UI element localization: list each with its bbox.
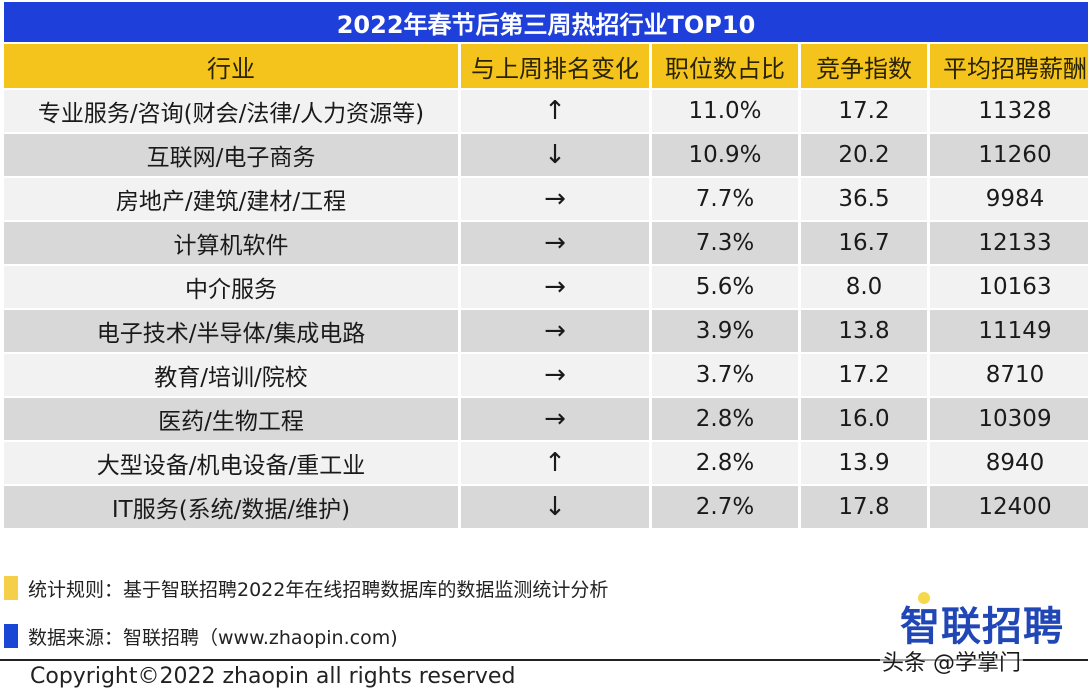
avg-salary-cell: 11149 [930,310,1088,352]
avg-salary-cell: 8940 [930,442,1088,484]
competition-index-cell: 13.8 [801,310,927,352]
table-row: 医药/生物工程 → 2.8% 16.0 10309 [4,396,1088,440]
competition-index-cell: 20.2 [801,134,927,176]
job-share-cell: 7.3% [652,222,798,264]
competition-index-cell: 16.0 [801,398,927,440]
job-share-cell: 5.6% [652,266,798,308]
logo-dot-icon [918,592,930,604]
arrow-right-icon: → [461,222,649,264]
table-row: 计算机软件 → 7.3% 16.7 12133 [4,220,1088,264]
job-share-cell: 2.7% [652,486,798,528]
industry-cell: IT服务(系统/数据/维护) [4,486,458,528]
note-rule: 统计规则：基于智联招聘2022年在线招聘数据库的数据监测统计分析 [4,570,608,606]
blue-square-icon [4,624,18,648]
job-share-cell: 10.9% [652,134,798,176]
note-source-text: 数据来源：智联招聘（www.zhaopin.com) [28,626,398,649]
industry-cell: 计算机软件 [4,222,458,264]
arrow-down-icon: ↓ [461,486,649,528]
avg-salary-cell: 10163 [930,266,1088,308]
header-competition-index: 竞争指数 [801,44,927,88]
table-title: 2022年春节后第三周热招行业TOP10 [4,2,1088,42]
arrow-up-icon: ↑ [461,90,649,132]
arrow-right-icon: → [461,398,649,440]
table-row: 中介服务 → 5.6% 8.0 10163 [4,264,1088,308]
competition-index-cell: 16.7 [801,222,927,264]
header-industry: 行业 [4,44,458,88]
avg-salary-cell: 9984 [930,178,1088,220]
table-row: 电子技术/半导体/集成电路 → 3.9% 13.8 11149 [4,308,1088,352]
job-share-cell: 3.7% [652,354,798,396]
zhaopin-logo: 智联招聘 [900,592,1064,652]
competition-index-cell: 13.9 [801,442,927,484]
arrow-right-icon: → [461,266,649,308]
competition-index-cell: 8.0 [801,266,927,308]
table-row: 大型设备/机电设备/重工业 ↑ 2.8% 13.9 8940 [4,440,1088,484]
header-rank-change: 与上周排名变化 [461,44,649,88]
table-row: 教育/培训/院校 → 3.7% 17.2 8710 [4,352,1088,396]
logo-text: 智联招聘 [900,604,1064,650]
note-source: 数据来源：智联招聘（www.zhaopin.com) [4,618,608,654]
watermark: 头条 @学掌门 [880,645,1023,677]
arrow-down-icon: ↓ [461,134,649,176]
industry-cell: 教育/培训/院校 [4,354,458,396]
note-rule-text: 统计规则：基于智联招聘2022年在线招聘数据库的数据监测统计分析 [28,578,609,601]
industry-cell: 电子技术/半导体/集成电路 [4,310,458,352]
competition-index-cell: 17.8 [801,486,927,528]
table-row: 房地产/建筑/建材/工程 → 7.7% 36.5 9984 [4,176,1088,220]
industry-cell: 中介服务 [4,266,458,308]
avg-salary-cell: 10309 [930,398,1088,440]
ranking-table: 行业 与上周排名变化 职位数占比 竞争指数 平均招聘薪酬 专业服务/咨询(财会/… [4,44,1088,528]
avg-salary-cell: 12133 [930,222,1088,264]
competition-index-cell: 17.2 [801,354,927,396]
arrow-right-icon: → [461,178,649,220]
avg-salary-cell: 11328 [930,90,1088,132]
competition-index-cell: 17.2 [801,90,927,132]
competition-index-cell: 36.5 [801,178,927,220]
table-row: IT服务(系统/数据/维护) ↓ 2.7% 17.8 12400 [4,484,1088,528]
footer-divider [0,659,1088,661]
copyright-text: Copyright©2022 zhaopin all rights reserv… [30,664,516,689]
avg-salary-cell: 8710 [930,354,1088,396]
table-header-row: 行业 与上周排名变化 职位数占比 竞争指数 平均招聘薪酬 [4,44,1088,88]
table-row: 专业服务/咨询(财会/法律/人力资源等) ↑ 11.0% 17.2 11328 [4,88,1088,132]
industry-cell: 专业服务/咨询(财会/法律/人力资源等) [4,90,458,132]
industry-cell: 房地产/建筑/建材/工程 [4,178,458,220]
job-share-cell: 2.8% [652,398,798,440]
header-job-share: 职位数占比 [652,44,798,88]
job-share-cell: 2.8% [652,442,798,484]
table-row: 互联网/电子商务 ↓ 10.9% 20.2 11260 [4,132,1088,176]
industry-cell: 大型设备/机电设备/重工业 [4,442,458,484]
industry-cell: 互联网/电子商务 [4,134,458,176]
avg-salary-cell: 12400 [930,486,1088,528]
job-share-cell: 3.9% [652,310,798,352]
arrow-right-icon: → [461,354,649,396]
yellow-square-icon [4,576,18,600]
avg-salary-cell: 11260 [930,134,1088,176]
arrow-up-icon: ↑ [461,442,649,484]
industry-cell: 医药/生物工程 [4,398,458,440]
arrow-right-icon: → [461,310,649,352]
footnotes: 统计规则：基于智联招聘2022年在线招聘数据库的数据监测统计分析 数据来源：智联… [4,570,608,654]
job-share-cell: 7.7% [652,178,798,220]
header-avg-salary: 平均招聘薪酬 [930,44,1088,88]
job-share-cell: 11.0% [652,90,798,132]
